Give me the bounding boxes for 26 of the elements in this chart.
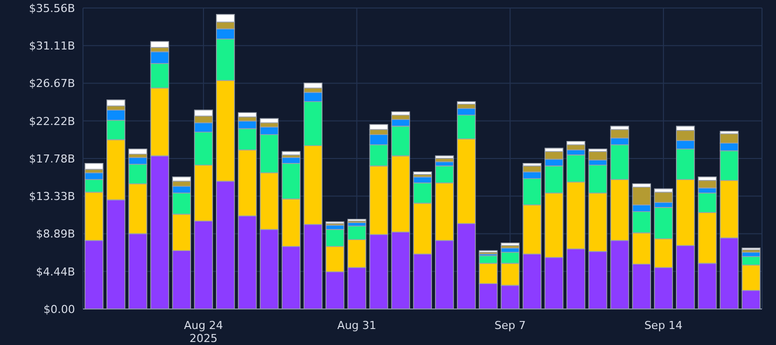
bar bbox=[304, 82, 322, 88]
y-tick-label: $0.00 bbox=[44, 302, 75, 316]
y-tick-label: $22.22B bbox=[28, 114, 75, 128]
bar bbox=[391, 111, 410, 116]
bar bbox=[128, 148, 148, 154]
bar bbox=[238, 112, 257, 118]
y-tick-label: $31.11B bbox=[28, 40, 75, 53]
bar bbox=[282, 151, 301, 156]
bar bbox=[413, 171, 432, 175]
bar bbox=[106, 100, 126, 106]
x-tick-label: Aug 31 bbox=[337, 319, 376, 332]
y-tick-label: $4.44B bbox=[36, 265, 75, 278]
bar bbox=[260, 118, 279, 124]
y-tick-label: $35.56B bbox=[28, 2, 75, 15]
bar bbox=[150, 41, 170, 48]
x-tick-label: Sep 7 bbox=[494, 319, 526, 332]
bar bbox=[435, 155, 454, 159]
bar bbox=[456, 101, 476, 105]
y-tick-label: $26.67B bbox=[28, 77, 75, 90]
bar bbox=[84, 163, 104, 170]
y-tick-label: $13.33B bbox=[28, 190, 75, 204]
x-tick-label: Sep 14 bbox=[644, 319, 683, 332]
bar bbox=[500, 242, 520, 246]
y-tick-label: $17.78B bbox=[28, 152, 75, 166]
y-tick-label: $8.89B bbox=[36, 228, 75, 241]
x-tick-label: Aug 24 2025 bbox=[184, 319, 223, 345]
